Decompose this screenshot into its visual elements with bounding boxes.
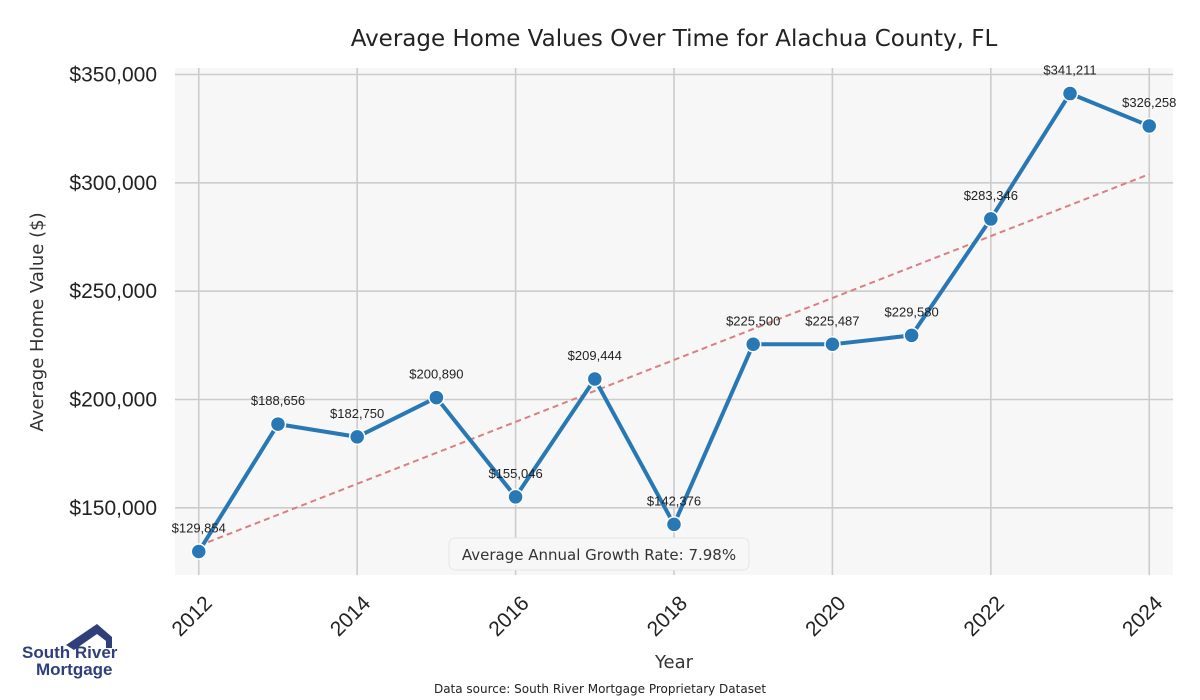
data-point [665,516,683,533]
data-label: $229,580 [885,304,939,319]
logo: South River Mortgage [22,624,118,679]
x-tick-label: 2012 [168,592,217,641]
data-label: $188,656 [251,393,305,408]
y-axis-label: Average Home Value ($) [27,212,48,431]
y-tick-label: $350,000 [69,64,157,87]
chart-title: Average Home Values Over Time for Alachu… [351,26,998,52]
x-tick-label: 2020 [801,592,850,641]
x-axis-label: Year [654,652,694,673]
data-point [1061,85,1079,102]
data-label: $200,890 [409,367,463,382]
series-group [190,85,1158,560]
data-label: $225,487 [805,313,859,328]
data-point [586,370,604,388]
x-axis-ticks: 2012 2014 2016 2018 2020 2022 2024 [168,592,1168,642]
data-label: $129,854 [172,520,226,535]
data-point [1140,117,1158,135]
data-point [348,428,366,446]
house-roof-icon [66,624,112,650]
data-point [269,415,287,433]
data-labels: $129,854 $188,656 $182,750 $200,890 $155,046… [172,63,1177,536]
y-tick-label: $300,000 [69,172,157,195]
x-tick-label: 2024 [1118,592,1168,642]
x-tick-label: 2022 [960,592,1009,641]
data-label: $341,211 [1043,63,1096,78]
data-point [824,336,841,353]
x-tick-label: 2018 [643,592,692,641]
data-point [903,327,920,344]
growth-annotation: Average Annual Growth Rate: 7.98% [462,546,736,564]
data-point [982,210,1000,228]
y-axis-ticks: $150,000 $200,000 $250,000 $300,000 $350,000 [69,64,157,520]
logo-line2: Mortgage [36,660,113,679]
data-label: $283,346 [964,188,1018,203]
y-tick-label: $250,000 [69,280,157,303]
y-tick-label: $150,000 [69,497,157,520]
trendline [198,173,1150,547]
data-label: $326,258 [1122,95,1176,110]
data-point [744,336,762,353]
grid [175,68,1173,575]
x-tick-label: 2014 [326,592,376,642]
data-label: $155,046 [488,466,542,481]
data-source-note: Data source: South River Mortgage Propri… [434,682,766,696]
data-point [190,543,208,560]
data-label: $209,444 [568,348,622,363]
trendline-group [198,173,1150,547]
data-label: $182,750 [330,406,384,421]
data-point [428,389,445,406]
data-label: $225,500 [726,313,780,328]
data-point [507,488,524,506]
x-tick-label: 2016 [484,592,533,641]
y-tick-label: $200,000 [69,389,157,412]
logo-line1: South River [22,643,118,662]
growth-annotation-box [448,537,750,571]
data-label: $142,376 [647,493,701,508]
